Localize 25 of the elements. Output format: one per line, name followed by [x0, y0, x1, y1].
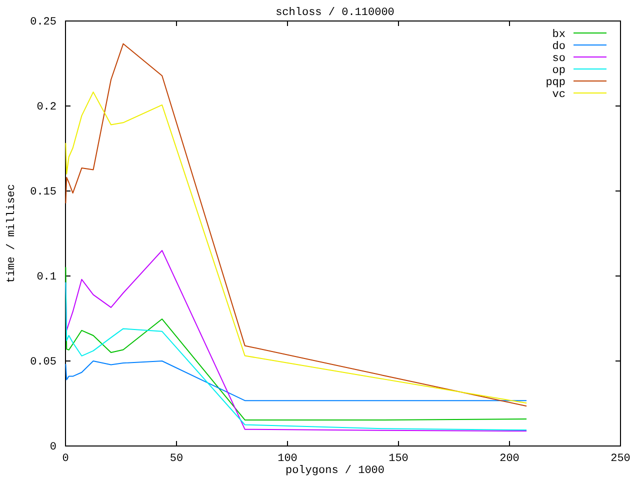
x-tick-label: 100 [278, 452, 298, 465]
legend-label: do [552, 40, 566, 53]
legend-label: bx [552, 28, 566, 41]
y-tick-label: 0.1 [36, 272, 57, 284]
y-tick-label: 0.2 [36, 102, 56, 114]
x-axis-title: polygons / 1000 [285, 465, 385, 477]
x-tick-label: 250 [610, 452, 630, 465]
x-tick-label: 150 [388, 452, 408, 465]
y-tick-label: 0.25 [30, 16, 56, 29]
legend-label: vc [552, 88, 566, 101]
y-axis-title: time / millisec [6, 184, 18, 284]
y-tick-label: 0.15 [30, 186, 56, 199]
line-series [65, 282, 527, 431]
legend-label: pqp [546, 76, 566, 89]
line-series [65, 250, 527, 432]
chart-title: schloss / 0.110000 [276, 7, 394, 19]
legend-label: op [552, 64, 566, 77]
y-tick-label: 0.05 [30, 356, 56, 369]
y-tick-label: 0 [50, 442, 56, 454]
line-series [65, 360, 527, 402]
x-tick-label: 200 [500, 452, 520, 465]
x-tick-label: 0 [62, 452, 69, 465]
legend-label: so [552, 52, 566, 65]
x-tick-label: 50 [170, 452, 184, 465]
line-series [65, 267, 527, 420]
